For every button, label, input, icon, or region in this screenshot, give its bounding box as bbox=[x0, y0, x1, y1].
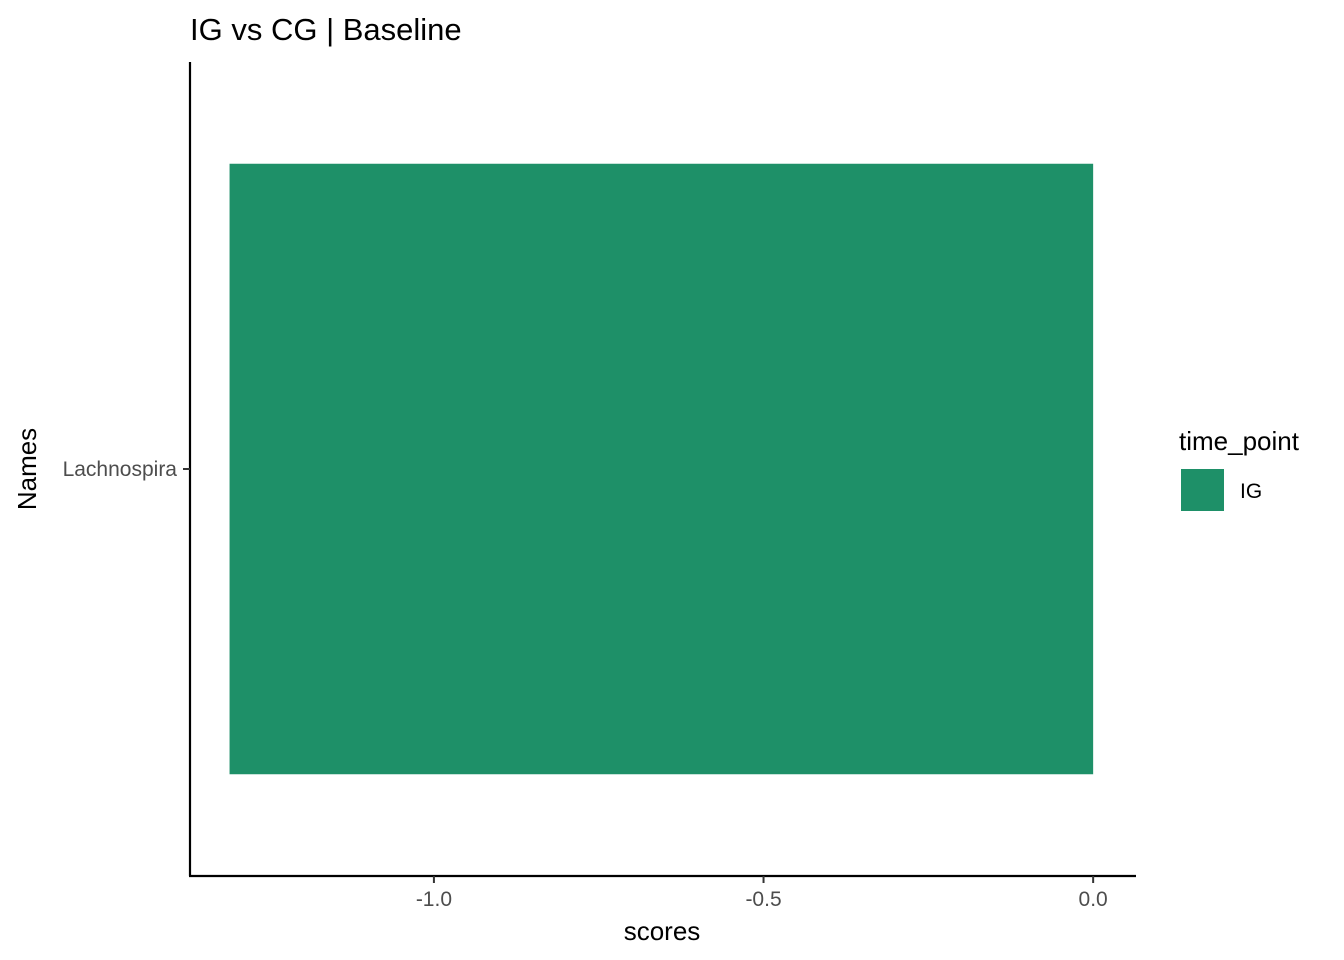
legend-title: time_point bbox=[1179, 426, 1300, 456]
y-axis-title: Names bbox=[12, 428, 42, 510]
y-ticks-group: Lachnospira bbox=[63, 458, 190, 481]
x-ticks-group: -1.0 -0.5 0.0 bbox=[416, 876, 1108, 911]
legend-entries: IG bbox=[1181, 469, 1262, 511]
legend-swatch-ig bbox=[1181, 469, 1224, 511]
x-axis-title: scores bbox=[624, 916, 701, 946]
chart-title: IG vs CG | Baseline bbox=[190, 12, 462, 47]
legend: time_point IG bbox=[1179, 426, 1300, 511]
y-tick-label: Lachnospira bbox=[63, 458, 178, 481]
bars-group bbox=[229, 163, 1094, 775]
x-tick-label: -1.0 bbox=[416, 888, 452, 911]
bar-lachnospira bbox=[229, 163, 1094, 775]
x-tick-label: 0.0 bbox=[1079, 888, 1108, 911]
x-tick-label: -0.5 bbox=[745, 888, 781, 911]
legend-label-ig: IG bbox=[1240, 480, 1262, 503]
